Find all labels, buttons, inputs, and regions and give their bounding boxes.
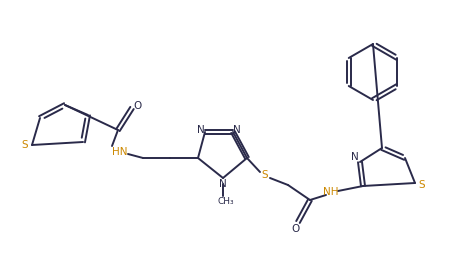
Text: HN: HN bbox=[112, 147, 128, 157]
Text: S: S bbox=[21, 140, 28, 150]
Text: N: N bbox=[197, 125, 205, 135]
Text: CH₃: CH₃ bbox=[218, 197, 234, 205]
Text: N: N bbox=[219, 179, 227, 189]
Text: S: S bbox=[419, 180, 425, 190]
Text: O: O bbox=[292, 224, 300, 234]
Text: S: S bbox=[262, 170, 268, 180]
Text: O: O bbox=[133, 101, 141, 111]
Text: NH: NH bbox=[323, 187, 339, 197]
Text: N: N bbox=[233, 125, 241, 135]
Text: N: N bbox=[351, 152, 359, 162]
